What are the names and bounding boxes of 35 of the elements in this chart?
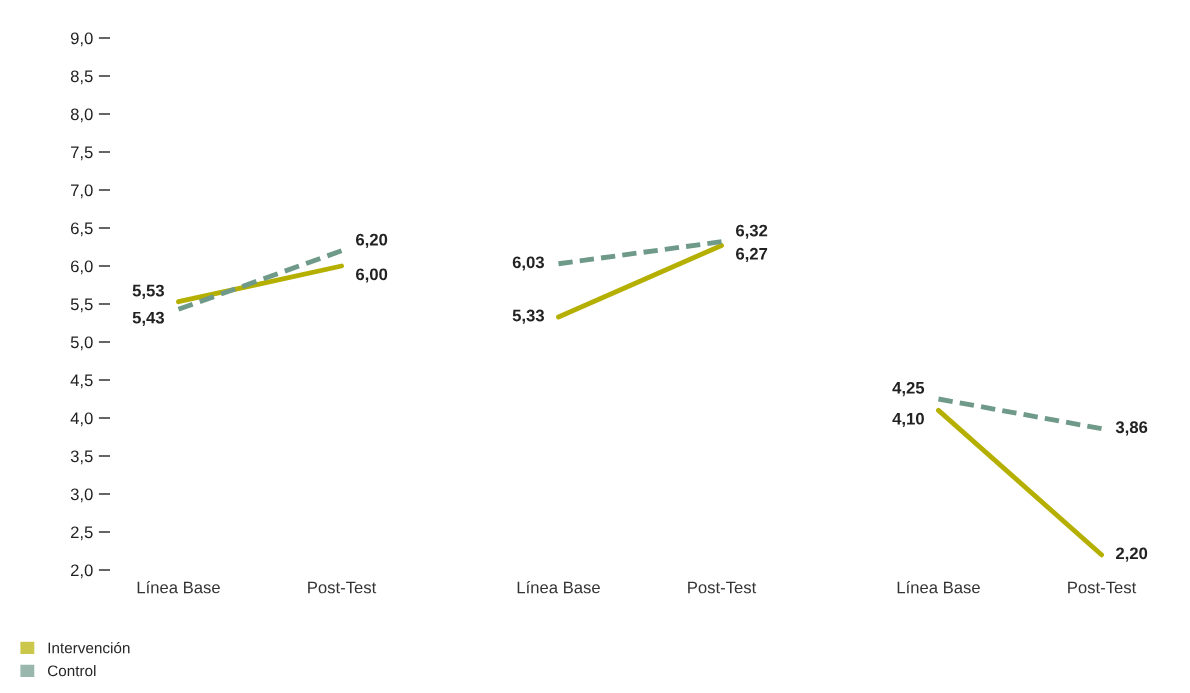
- y-tick-label: 8,5: [70, 70, 93, 85]
- y-tick-label: 6,0: [71, 260, 93, 275]
- y-tick-label: 5,5: [70, 298, 93, 313]
- x-tick-label: Línea Base: [897, 580, 980, 594]
- y-tick-label: 8,0: [70, 108, 93, 123]
- data-label: 4,10: [892, 412, 924, 428]
- data-label: 3,86: [1115, 421, 1148, 436]
- y-tick-label: 3,0: [70, 488, 93, 503]
- y-tick-label: 4,0: [70, 412, 93, 427]
- data-label: 6,00: [356, 268, 388, 283]
- y-tick-label: 2,5: [71, 526, 93, 541]
- legend-label: Control: [47, 665, 96, 677]
- y-tick-label: 2,0: [71, 564, 93, 579]
- y-tick-label: 4,5: [70, 374, 93, 389]
- y-tick-label: 5,0: [70, 336, 93, 351]
- data-label: 5,33: [512, 309, 544, 324]
- y-tick-label: 3,5: [70, 450, 93, 465]
- x-tick-label: Línea Base: [137, 580, 220, 594]
- x-tick-label: Post-Test: [308, 581, 377, 594]
- data-label: 4,25: [892, 381, 925, 397]
- y-tick-label: 7,0: [71, 184, 93, 199]
- data-label: 5,43: [132, 311, 164, 326]
- legend-label: Intervención: [48, 641, 130, 654]
- data-label: 6,20: [356, 233, 388, 248]
- data-label: 2,20: [1115, 547, 1148, 562]
- data-label: 6,27: [736, 247, 768, 263]
- y-tick-label: 9,0: [70, 32, 93, 47]
- data-label: 6,32: [736, 224, 768, 239]
- data-label: 6,03: [512, 256, 544, 271]
- y-tick-label: 6,5: [71, 222, 93, 237]
- x-tick-label: Post-Test: [1068, 581, 1137, 594]
- data-label: 5,53: [132, 284, 164, 299]
- x-tick-label: Línea Base: [517, 580, 600, 594]
- x-tick-label: Post-Test: [688, 581, 757, 594]
- y-tick-label: 7,5: [71, 146, 93, 161]
